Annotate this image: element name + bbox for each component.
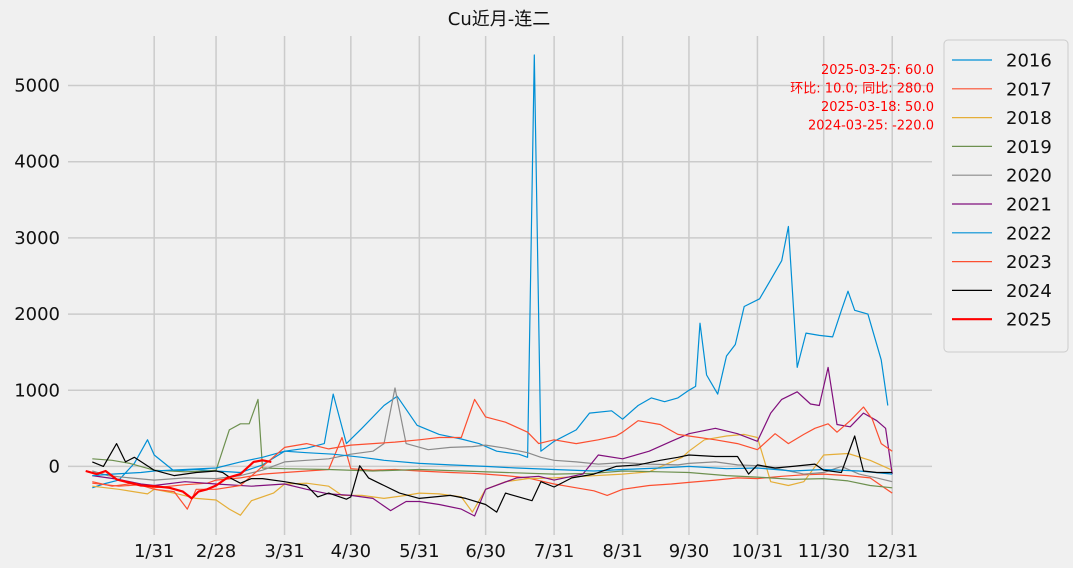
legend-label: 2019 [1006,137,1052,158]
gridlines [68,36,932,535]
annotation: 2025-03-25: 60.0 环比: 10.0; 同比: 280.0 2025-… [790,63,934,134]
series-line-2022 [92,450,893,477]
legend-label: 2024 [1006,281,1052,302]
legend-label: 2023 [1006,252,1052,273]
annotation-line: 2025-03-18: 50.0 [821,100,934,115]
legend-label: 2018 [1006,108,1052,129]
legend-label: 2025 [1006,310,1052,331]
annotation-line: 环比: 10.0; 同比: 280.0 [790,82,934,97]
series-line-2025 [85,459,272,500]
chart-title: Cu近月-连二 [448,9,550,30]
series-line-2016 [92,54,889,489]
series-lines [85,54,893,517]
x-tick-label: 11/30 [798,541,850,562]
legend-label: 2021 [1006,195,1052,216]
series-line-2023 [92,398,893,510]
y-tick-label: 2000 [14,304,60,325]
x-tick-label: 2/28 [196,541,236,562]
x-tick-label: 4/30 [331,541,371,562]
x-tick-label: 5/31 [399,541,439,562]
annotation-line: 2025-03-25: 60.0 [821,63,934,78]
y-tick-label: 5000 [14,76,60,97]
series-line-2018 [92,433,893,516]
legend-label: 2017 [1006,79,1052,100]
y-tick-label: 3000 [14,228,60,249]
x-tick-label: 9/30 [669,541,709,562]
y-tick-label: 1000 [14,380,60,401]
annotation-line: 2024-03-25: -220.0 [808,119,934,134]
x-tick-label: 10/31 [731,541,783,562]
y-axis-ticks: 0 1000 2000 3000 4000 5000 [14,76,60,478]
legend-label: 2022 [1006,223,1052,244]
x-tick-label: 8/31 [602,541,642,562]
series-line-2019 [92,398,893,489]
y-tick-label: 4000 [14,152,60,173]
series-line-2024 [92,435,893,513]
legend-label: 2016 [1006,51,1052,72]
legend-label: 2020 [1006,166,1052,187]
y-tick-label: 0 [49,456,60,477]
x-tick-label: 7/31 [534,541,574,562]
series-line-2021 [92,366,893,517]
x-tick-label: 12/31 [866,541,918,562]
x-tick-label: 6/30 [465,541,505,562]
legend: 2016 2017 2018 2019 2020 2021 2022 2023 2024 2025 [943,39,1069,353]
x-axis-ticks: 1/31 2/28 3/31 4/30 5/31 6/30 7/31 8/31 9/30 10/3… [134,541,918,562]
x-tick-label: 3/31 [264,541,304,562]
x-tick-label: 1/31 [134,541,174,562]
